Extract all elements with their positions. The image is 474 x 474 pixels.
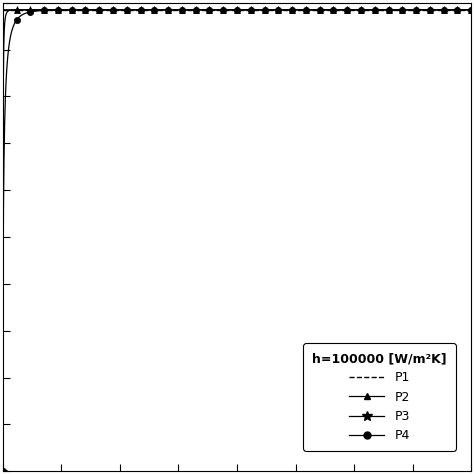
Legend: P1, P2, P3, P4: P1, P2, P3, P4 xyxy=(303,344,456,451)
